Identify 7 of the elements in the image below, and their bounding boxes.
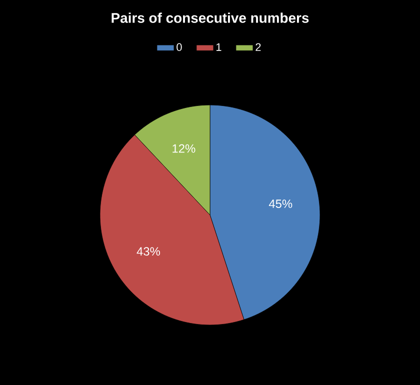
data-label: 45% xyxy=(268,200,292,208)
legend-label: 2 xyxy=(256,43,261,51)
legend-label: 1 xyxy=(216,43,222,51)
legend-label: 0 xyxy=(176,43,182,52)
data-label: 12% xyxy=(172,144,196,153)
chart-title: Pairs of consecutive numbers xyxy=(112,12,309,23)
data-label: 43% xyxy=(136,247,160,256)
